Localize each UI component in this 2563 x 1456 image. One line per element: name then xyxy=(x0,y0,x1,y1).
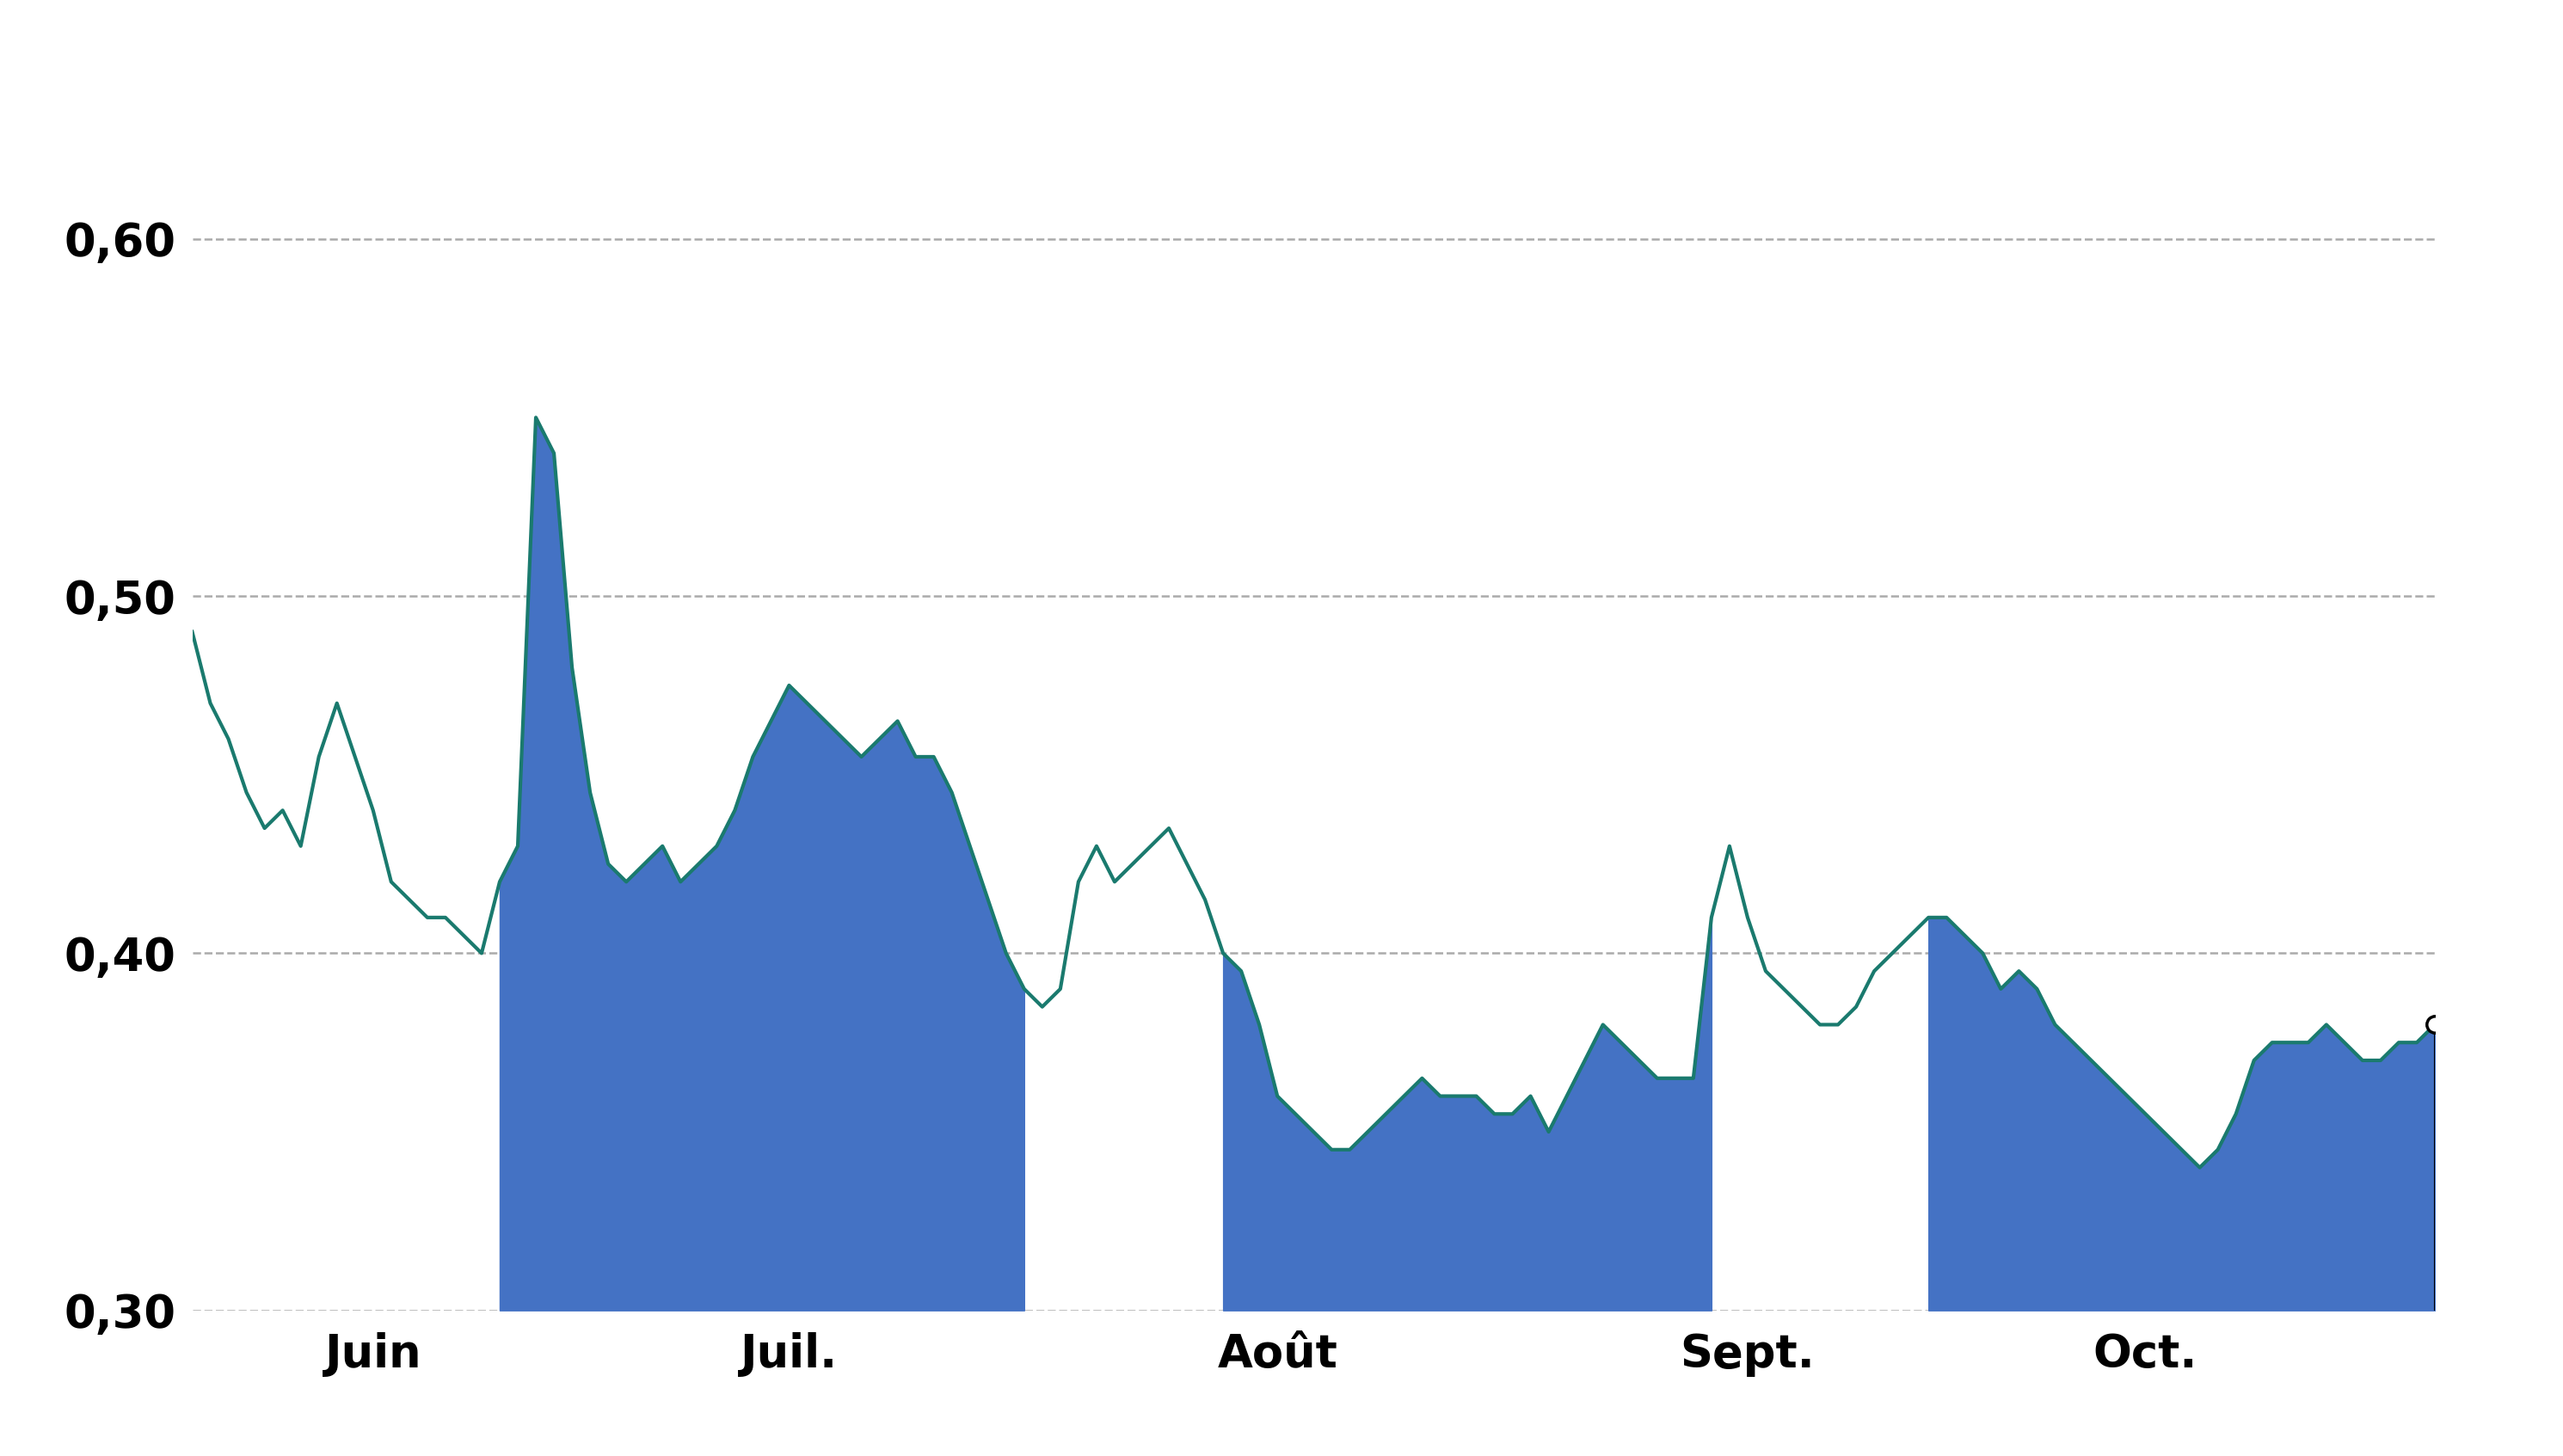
Text: India Globalization Capital, Inc.: India Globalization Capital, Inc. xyxy=(564,36,1999,116)
